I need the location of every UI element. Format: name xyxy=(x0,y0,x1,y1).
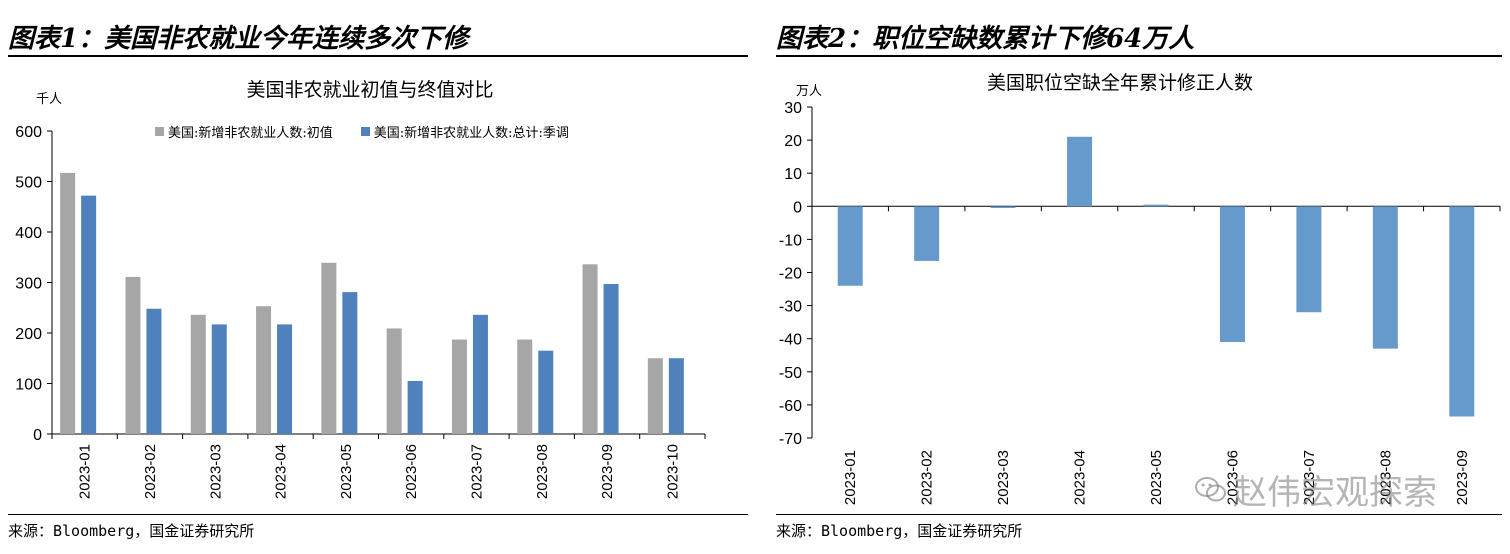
left-x-tick-label: 2023-10 xyxy=(664,444,681,499)
bar-revision xyxy=(1449,206,1475,417)
right-panel-heading: 图表2：职位空缺数累计下修64万人 xyxy=(776,24,1195,54)
right-x-tick-label: 2023-06 xyxy=(1224,450,1241,505)
bar-initial xyxy=(647,358,663,434)
left-y-tick-label: 0 xyxy=(33,427,42,444)
bar-revision xyxy=(1143,204,1169,207)
bar-initial xyxy=(582,264,598,434)
right-y-tick-label: 30 xyxy=(784,100,802,117)
right-x-tick-label: 2023-09 xyxy=(1454,450,1471,505)
bar-initial xyxy=(190,314,206,434)
left-x-tick-label: 2023-09 xyxy=(599,444,616,499)
right-x-tick-label: 2023-01 xyxy=(842,450,859,505)
bar-revision xyxy=(1372,206,1398,349)
right-heading-rule xyxy=(776,55,1502,57)
legend-label-initial: 美国:新增非农就业人数:初值 xyxy=(168,126,333,141)
left-x-tick-label: 2023-01 xyxy=(77,444,94,499)
bar-initial xyxy=(386,328,402,434)
bar-final xyxy=(146,308,162,434)
right-x-tick-label: 2023-05 xyxy=(1148,450,1165,505)
legend-swatch-gray xyxy=(155,127,164,136)
bar-initial xyxy=(256,306,272,434)
bar-revision xyxy=(1296,206,1322,313)
bar-initial xyxy=(60,172,76,435)
right-y-tick-label: -40 xyxy=(779,332,802,349)
right-y-tick-label: -60 xyxy=(779,398,802,415)
left-x-tick-label: 2023-05 xyxy=(338,444,355,499)
bar-final xyxy=(277,324,293,434)
bar-initial xyxy=(517,339,533,434)
bar-final xyxy=(668,358,684,434)
watermark-text: 赵伟宏观探索 xyxy=(1233,473,1437,513)
left-y-tick-label: 400 xyxy=(15,225,42,242)
right-source-rule xyxy=(776,514,1502,515)
right-y-tick-label: 0 xyxy=(793,199,802,216)
right-y-tick-label: -10 xyxy=(779,232,802,249)
bar-revision xyxy=(837,206,863,286)
right-source: 来源：Bloomberg，国金证券研究所 xyxy=(776,522,1023,540)
right-y-tick-label: -70 xyxy=(779,431,802,448)
left-source: 来源：Bloomberg，国金证券研究所 xyxy=(8,522,255,540)
right-chart-title: 美国职位空缺全年累计修正人数 xyxy=(986,72,1253,94)
bar-revision xyxy=(990,206,1016,208)
right-y-tick-label: -50 xyxy=(779,365,802,382)
left-y-tick-label: 300 xyxy=(15,276,42,293)
bar-final xyxy=(472,314,488,434)
right-y-tick-label: 20 xyxy=(784,133,802,150)
right-y-tick-label: 10 xyxy=(784,166,802,183)
bar-final xyxy=(211,324,227,434)
left-y-tick-label: 200 xyxy=(15,326,42,343)
left-x-tick-label: 2023-07 xyxy=(468,444,485,499)
left-heading-rule xyxy=(8,55,748,57)
right-x-tick-label: 2023-02 xyxy=(919,450,936,505)
bar-final xyxy=(538,350,554,434)
right-y-tick-label: -30 xyxy=(779,299,802,316)
wechat-icon xyxy=(1195,476,1226,501)
left-x-tick-label: 2023-06 xyxy=(403,444,420,499)
left-legend: 美国:新增非农就业人数:初值 美国:新增非农就业人数:总计:季调 xyxy=(155,122,569,141)
left-y-tick-label: 100 xyxy=(15,377,42,394)
bar-revision xyxy=(1067,136,1093,207)
legend-label-final: 美国:新增非农就业人数:总计:季调 xyxy=(373,126,569,141)
right-x-tick-label: 2023-04 xyxy=(1072,450,1089,505)
watermark: 赵伟宏观探索 xyxy=(1195,465,1437,514)
left-x-tick-label: 2023-02 xyxy=(142,444,159,499)
bar-revision xyxy=(1219,206,1245,343)
right-y-unit: 万人 xyxy=(796,84,823,99)
right-y-tick-label: -20 xyxy=(779,266,802,283)
bar-final xyxy=(342,292,358,434)
bar-final xyxy=(81,195,97,434)
left-y-tick-label: 600 xyxy=(15,124,42,141)
bar-initial xyxy=(125,276,141,434)
legend-swatch-blue xyxy=(360,127,370,136)
bar-final xyxy=(407,380,423,434)
right-x-tick-label: 2023-07 xyxy=(1301,450,1318,505)
bar-initial xyxy=(451,339,467,434)
bar-initial xyxy=(321,262,337,434)
left-panel-heading: 图表1：美国非农就业今年连续多次下修 xyxy=(8,24,469,54)
right-x-tick-label: 2023-03 xyxy=(995,450,1012,505)
left-x-tick-label: 2023-04 xyxy=(273,444,290,499)
right-x-tick-label: 2023-08 xyxy=(1377,450,1394,505)
bar-revision xyxy=(914,206,940,261)
left-x-tick-label: 2023-03 xyxy=(207,444,224,499)
left-y-unit: 千人 xyxy=(36,92,63,107)
right-bar-chart: 30 20 10 0 -10 -20 -30 -40 -50 -60 -70 2023-01 2023-… xyxy=(779,100,1501,505)
bar-final xyxy=(603,284,619,434)
left-source-rule xyxy=(8,514,748,515)
left-x-tick-label: 2023-08 xyxy=(534,444,551,499)
left-chart-title: 美国非农就业初值与终值对比 xyxy=(246,79,494,101)
left-y-tick-label: 500 xyxy=(15,175,42,192)
left-bar-chart: 0 100 200 300 400 500 600 2023-01 2023-02 2023-03… xyxy=(15,124,706,499)
